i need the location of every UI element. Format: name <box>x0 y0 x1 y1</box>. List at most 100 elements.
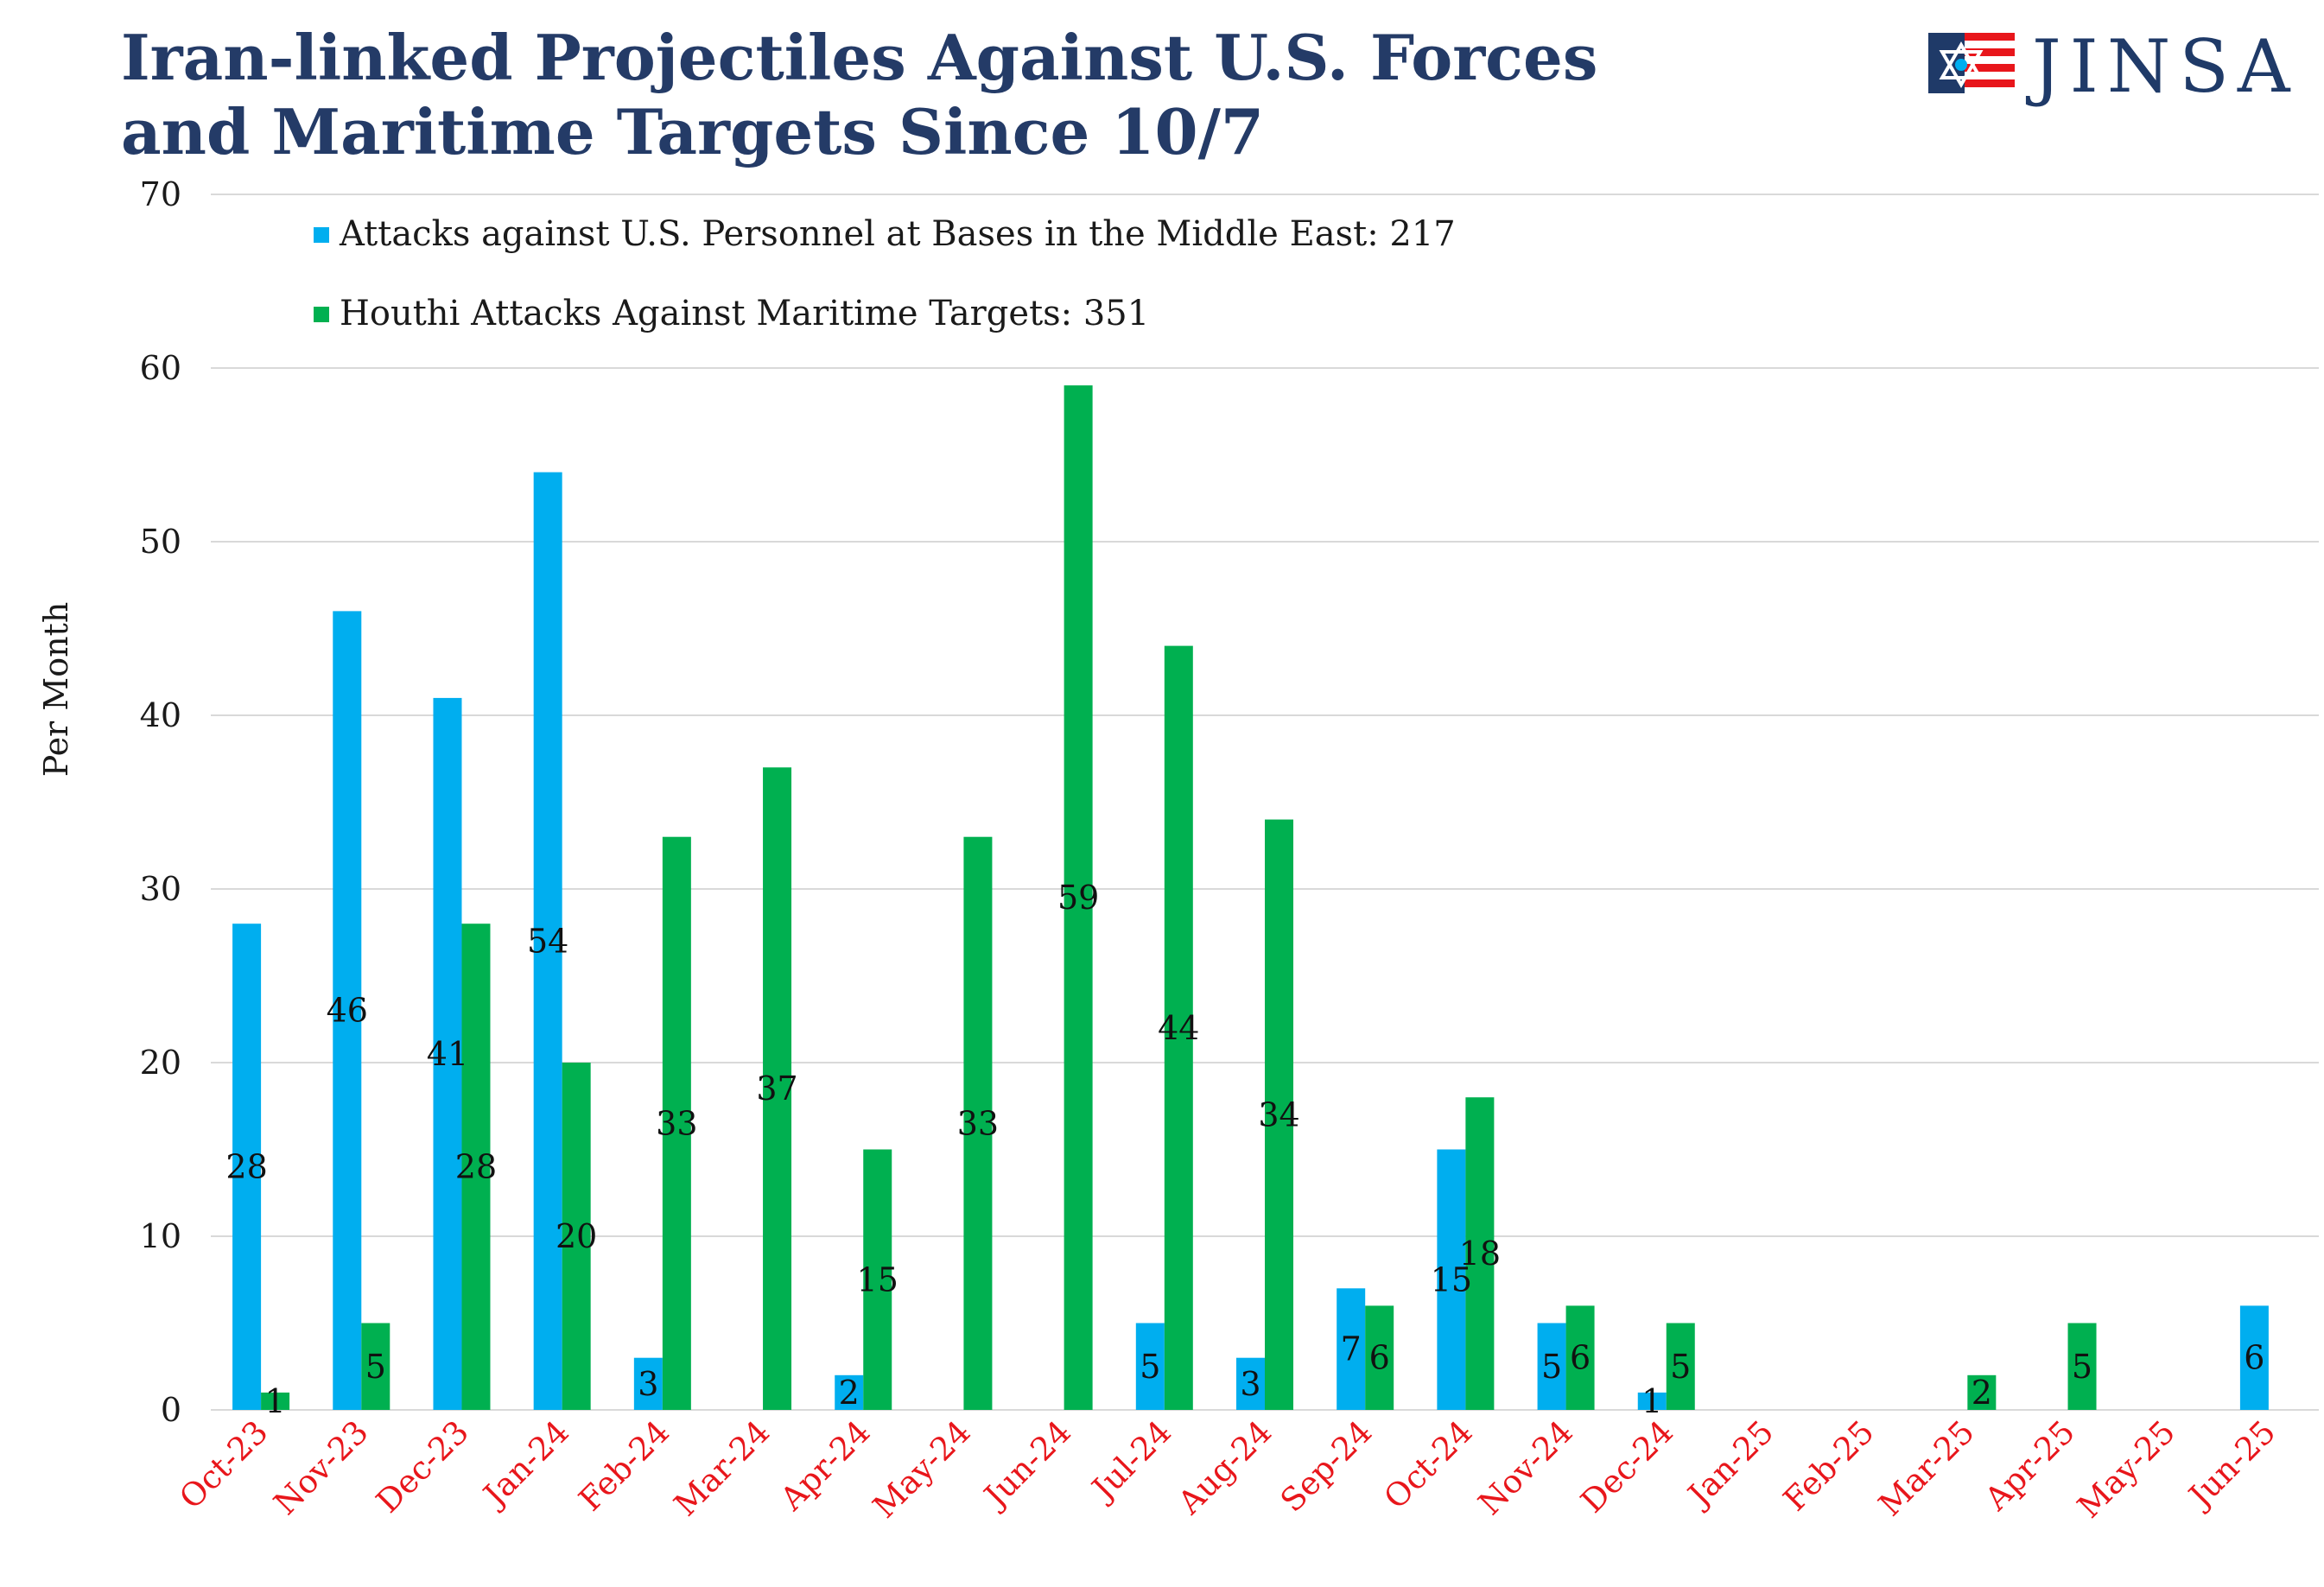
data-label: 20 <box>556 1217 597 1255</box>
jinsa-logo: JINSA <box>1928 24 2299 109</box>
bar-personnel-nov-23 <box>333 611 362 1410</box>
x-tick-label: Nov-23 <box>267 1413 376 1522</box>
data-label: 41 <box>427 1035 468 1073</box>
legend-label-green: Houthi Attacks Against Maritime Targets:… <box>340 294 1149 333</box>
bar-maritime-jul-24 <box>1164 645 1193 1410</box>
data-label: 37 <box>756 1070 797 1108</box>
x-tick-label: Jun-24 <box>975 1413 1078 1517</box>
data-label: 59 <box>1057 879 1099 917</box>
y-tick-label: 50 <box>140 523 181 561</box>
bar-maritime-aug-24 <box>1265 819 1293 1410</box>
jinsa-flag-star-icon <box>1928 33 2015 93</box>
data-label: 2 <box>839 1374 860 1412</box>
data-label: 34 <box>1258 1095 1299 1133</box>
data-label: 44 <box>1158 1009 1199 1047</box>
y-axis-ticks: 0 10 20 30 40 50 60 70 <box>140 175 181 1429</box>
data-label: 15 <box>857 1260 898 1298</box>
x-tick-label: Dec-23 <box>369 1413 476 1520</box>
data-label: 1 <box>265 1382 286 1420</box>
bar-personnel-feb-24 <box>633 1357 663 1410</box>
bar-maritime-nov-24 <box>1565 1305 1595 1410</box>
x-tick-label: Jan-25 <box>1679 1413 1781 1515</box>
x-tick-label: Aug-24 <box>1171 1413 1279 1522</box>
bar-maritime-dec-24 <box>1666 1323 1695 1410</box>
bar-maritime-apr-25 <box>2067 1323 2097 1410</box>
data-label: 5 <box>365 1348 386 1386</box>
bar-personnel-jul-24 <box>1135 1323 1165 1410</box>
data-label: 46 <box>327 992 368 1030</box>
data-label: 3 <box>638 1365 658 1403</box>
bar-personnel-aug-24 <box>1236 1357 1265 1410</box>
chart-title-line-1: Iran-linked Projectiles Against U.S. For… <box>121 21 1597 94</box>
bar-maritime-dec-23 <box>461 924 491 1410</box>
x-tick-label: Apr-25 <box>1977 1413 2081 1518</box>
data-label: 15 <box>1431 1260 1472 1298</box>
legend-swatch-green <box>314 307 329 322</box>
x-tick-label: Apr-24 <box>772 1413 877 1518</box>
bar-maritime-oct-24 <box>1465 1097 1495 1410</box>
y-tick-label: 0 <box>161 1391 181 1429</box>
bar-maritime-jan-24 <box>562 1063 591 1410</box>
legend-label-blue: Attacks against U.S. Personnel at Bases … <box>339 214 1456 254</box>
data-label: 33 <box>656 1104 697 1142</box>
bar-maritime-feb-24 <box>662 836 691 1410</box>
x-tick-label: Mar-24 <box>667 1413 777 1523</box>
y-tick-label: 40 <box>140 696 181 734</box>
x-tick-label: Jun-25 <box>2180 1413 2283 1517</box>
y-tick-label: 30 <box>140 870 181 908</box>
data-label: 7 <box>1341 1330 1362 1368</box>
bar-personnel-dec-23 <box>433 697 462 1410</box>
logo-text: JINSA <box>2025 24 2299 109</box>
bar-maritime-mar-24 <box>763 767 792 1410</box>
x-tick-label: May-24 <box>866 1413 978 1526</box>
chart-title-line-2: and Maritime Targets Since 10/7 <box>121 95 1264 168</box>
data-label: 54 <box>527 922 568 960</box>
bar-personnel-oct-24 <box>1437 1149 1466 1410</box>
data-label: 5 <box>1541 1348 1562 1386</box>
y-axis-label: Per Month <box>37 602 75 778</box>
bar-personnel-sep-24 <box>1337 1288 1366 1410</box>
legend-swatch-blue <box>314 227 329 243</box>
data-label: 6 <box>1369 1339 1390 1377</box>
x-tick-label: Dec-24 <box>1573 1413 1680 1520</box>
x-tick-label: Sep-24 <box>1273 1413 1380 1520</box>
bar-maritime-oct-23 <box>261 1392 290 1410</box>
data-label: 6 <box>2244 1339 2264 1377</box>
x-tick-label: Jul-24 <box>1083 1413 1178 1509</box>
data-label: 28 <box>455 1148 497 1186</box>
data-label: 3 <box>1240 1365 1260 1403</box>
x-tick-label: Oct-24 <box>1377 1413 1480 1516</box>
x-tick-label: Feb-24 <box>572 1413 677 1519</box>
y-tick-label: 20 <box>140 1044 181 1082</box>
x-tick-label: Jan-24 <box>474 1413 576 1515</box>
bar-personnel-nov-24 <box>1537 1323 1566 1410</box>
bar-personnel-dec-24 <box>1637 1392 1667 1410</box>
bar-personnel-jun-25 <box>2239 1305 2269 1410</box>
x-tick-label: Oct-23 <box>172 1413 275 1516</box>
y-tick-label: 10 <box>140 1217 181 1255</box>
bar-personnel-oct-23 <box>232 924 262 1410</box>
bar-maritime-sep-24 <box>1365 1305 1394 1410</box>
data-label: 5 <box>2072 1348 2092 1386</box>
bar-maritime-apr-24 <box>863 1149 892 1410</box>
bar-maritime-nov-23 <box>361 1323 391 1410</box>
data-label: 33 <box>957 1104 999 1142</box>
data-label: 2 <box>1972 1374 1992 1412</box>
data-label: 18 <box>1459 1235 1501 1273</box>
data-label: 28 <box>225 1148 267 1186</box>
x-tick-label: May-25 <box>2070 1413 2182 1526</box>
bar-personnel-apr-24 <box>835 1374 864 1410</box>
bars-layer <box>232 385 2269 1411</box>
y-tick-label: 70 <box>140 175 181 213</box>
bar-maritime-may-24 <box>963 836 993 1410</box>
bar-maritime-jun-24 <box>1064 385 1093 1411</box>
bar-personnel-jan-24 <box>533 472 562 1410</box>
x-tick-label: Mar-25 <box>1871 1413 1981 1523</box>
x-tick-label: Feb-25 <box>1776 1413 1882 1519</box>
data-label: 5 <box>1670 1348 1691 1386</box>
data-label: 5 <box>1140 1348 1160 1386</box>
legend: Attacks against U.S. Personnel at Bases … <box>314 214 1456 333</box>
